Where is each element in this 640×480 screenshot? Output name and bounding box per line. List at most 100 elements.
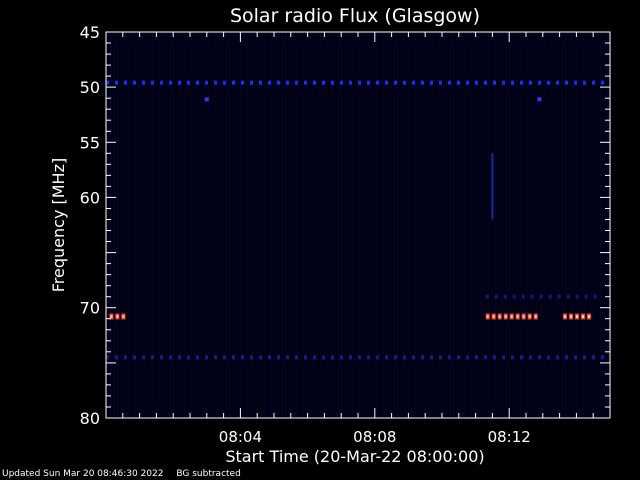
band-segment — [142, 355, 145, 360]
band-segment — [178, 355, 181, 360]
band-segment — [115, 80, 118, 85]
band-segment — [133, 80, 136, 85]
band-segment — [151, 80, 154, 85]
band-core — [510, 315, 513, 318]
band-segment — [241, 355, 244, 360]
band-segment — [484, 355, 487, 360]
band-segment — [475, 355, 478, 360]
band-segment — [250, 355, 253, 360]
band-segment — [349, 355, 352, 360]
band-core — [528, 315, 531, 318]
band-segment — [214, 355, 217, 360]
band-segment — [340, 355, 343, 360]
band-segment — [160, 80, 163, 85]
band-segment — [187, 80, 190, 85]
band-segment — [250, 80, 253, 85]
band-1 — [109, 313, 126, 320]
band-segment — [457, 80, 460, 85]
band-segment — [331, 80, 334, 85]
band-segment — [403, 355, 406, 360]
band-segment — [421, 355, 424, 360]
band-segment — [574, 355, 577, 360]
footer: Updated Sun Mar 20 08:46:30 2022 BG subt… — [2, 469, 251, 479]
band-segment — [502, 355, 505, 360]
band-core — [570, 315, 572, 318]
band-core — [522, 315, 525, 318]
band-segment — [115, 355, 118, 360]
spectrogram-features — [106, 80, 604, 360]
band-segment — [583, 80, 586, 85]
band-2 — [485, 313, 538, 320]
band-segment — [268, 355, 271, 360]
band-segment — [475, 80, 478, 85]
band-segment — [439, 80, 442, 85]
band-segment — [530, 294, 534, 299]
band-segment — [358, 80, 361, 85]
y-tick-label: 50 — [80, 78, 100, 97]
band-segment — [538, 355, 541, 360]
plot-area-texture — [106, 32, 610, 418]
band-segment — [493, 355, 496, 360]
y-axis-ticks: 45 50 55 60 70 80 — [80, 23, 610, 428]
band-segment — [187, 355, 190, 360]
chart-title: Solar radio Flux (Glasgow) — [230, 5, 480, 27]
band-segment — [304, 355, 307, 360]
y-tick-label: 80 — [80, 409, 100, 428]
band-core — [122, 315, 125, 318]
band-segment — [169, 80, 172, 85]
band-segment — [593, 294, 597, 299]
band-segment — [142, 80, 145, 85]
band-segment — [485, 294, 489, 299]
band-segment — [556, 80, 559, 85]
y-tick-label: 70 — [80, 299, 100, 318]
band-segment — [232, 355, 235, 360]
band-segment — [295, 80, 298, 85]
band-segment — [403, 80, 406, 85]
band-segment — [106, 355, 109, 360]
band-segment — [223, 355, 226, 360]
band-segment — [259, 80, 262, 85]
band-segment — [313, 355, 316, 360]
band-segment — [394, 355, 397, 360]
band-3 — [563, 313, 591, 320]
band-segment — [376, 80, 379, 85]
band-segment — [494, 294, 498, 299]
band-segment — [520, 80, 523, 85]
band-segment — [124, 355, 127, 360]
band-segment — [277, 355, 280, 360]
band-segment — [277, 80, 280, 85]
band-segment — [466, 355, 469, 360]
band-segment — [512, 294, 516, 299]
x-tick-label: 08:08 — [353, 428, 396, 446]
band-segment — [557, 294, 561, 299]
band-core — [534, 315, 537, 318]
band-segment — [430, 80, 433, 85]
band-segment — [331, 355, 334, 360]
band-segment — [358, 355, 361, 360]
band-segment — [205, 355, 208, 360]
band-segment — [584, 294, 588, 299]
band-core — [564, 315, 566, 318]
band-segment — [214, 80, 217, 85]
band-segment — [322, 355, 325, 360]
band-segment — [385, 355, 388, 360]
y-tick-label: 55 — [80, 133, 100, 152]
x-axis-ticks: 08:04 08:08 08:12 — [105, 32, 611, 446]
band-segment — [304, 80, 307, 85]
band-0 — [106, 80, 604, 85]
band-segment — [583, 355, 586, 360]
y-tick-label: 45 — [80, 23, 100, 42]
band-segment — [529, 355, 532, 360]
band-segment — [295, 355, 298, 360]
band-segment — [340, 80, 343, 85]
band-segment — [151, 355, 154, 360]
burst-streak — [491, 153, 494, 220]
footer-updated: Updated Sun Mar 20 08:46:30 2022 — [2, 469, 164, 479]
band-segment — [313, 80, 316, 85]
band-segment — [241, 80, 244, 85]
band-segment — [548, 294, 552, 299]
band-segment — [268, 80, 271, 85]
band-core — [516, 315, 519, 318]
band-segment — [178, 80, 181, 85]
